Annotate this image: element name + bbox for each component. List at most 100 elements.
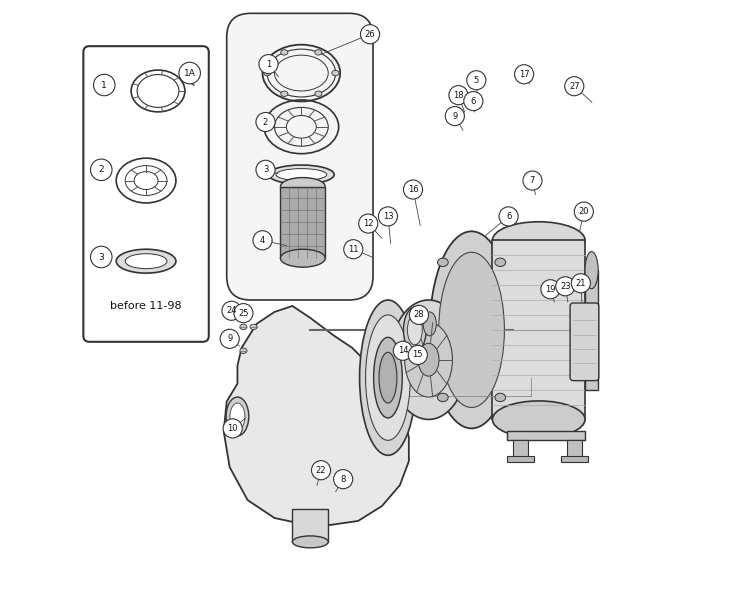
Ellipse shape [117,249,176,273]
Circle shape [311,461,331,480]
Text: 15: 15 [413,350,423,359]
Circle shape [259,55,278,74]
Ellipse shape [230,403,245,430]
Ellipse shape [390,300,468,419]
Text: 4: 4 [260,236,265,245]
Circle shape [404,180,423,199]
Ellipse shape [405,322,453,397]
Text: 18: 18 [453,91,464,100]
Text: 9: 9 [452,112,457,121]
Circle shape [256,112,275,131]
Text: 27: 27 [569,82,580,91]
Circle shape [344,239,363,259]
Text: 17: 17 [519,70,529,79]
Circle shape [90,246,112,268]
Text: 1: 1 [266,59,271,68]
Text: 24: 24 [226,306,237,315]
FancyBboxPatch shape [570,303,599,380]
Circle shape [393,341,412,361]
Ellipse shape [585,251,598,289]
Circle shape [220,329,239,349]
Circle shape [499,207,518,226]
Ellipse shape [429,232,514,428]
Circle shape [565,77,584,96]
Text: 1A: 1A [183,68,196,77]
Bar [508,431,585,440]
Circle shape [449,86,468,105]
Circle shape [556,277,575,296]
Ellipse shape [226,397,249,436]
Bar [514,440,529,458]
FancyBboxPatch shape [83,46,209,342]
Ellipse shape [438,393,448,401]
Circle shape [179,62,201,84]
Ellipse shape [280,50,288,55]
Text: 11: 11 [348,245,359,254]
Ellipse shape [268,165,334,184]
Ellipse shape [374,337,402,418]
Bar [567,440,582,458]
Text: 19: 19 [545,285,556,294]
Text: 1: 1 [102,80,107,89]
Circle shape [93,74,115,96]
Circle shape [572,274,590,293]
Circle shape [334,470,353,489]
Ellipse shape [365,315,411,440]
Ellipse shape [276,169,326,181]
Bar [508,457,534,463]
Circle shape [467,71,486,90]
Ellipse shape [264,70,271,76]
Text: 14: 14 [398,346,408,355]
Circle shape [464,92,483,110]
Ellipse shape [240,324,247,329]
Text: 9: 9 [227,334,232,343]
Text: 5: 5 [474,76,479,85]
Circle shape [359,214,378,233]
Text: 23: 23 [560,282,571,291]
Text: 6: 6 [471,97,476,106]
Text: 12: 12 [363,219,374,228]
Text: 3: 3 [99,253,105,262]
Ellipse shape [332,70,339,76]
Circle shape [90,159,112,181]
Text: 21: 21 [575,279,586,288]
Ellipse shape [280,249,325,267]
Ellipse shape [379,352,397,403]
Circle shape [234,304,253,323]
Bar [561,457,588,463]
Ellipse shape [315,91,322,97]
Bar [280,187,325,258]
Text: 8: 8 [341,475,346,484]
Ellipse shape [418,343,439,376]
Polygon shape [223,306,409,527]
Text: 16: 16 [408,185,418,194]
Text: 26: 26 [365,30,375,39]
Circle shape [378,207,398,226]
Text: 6: 6 [506,212,511,221]
Ellipse shape [359,300,417,455]
Text: 2: 2 [99,166,104,175]
Circle shape [523,171,542,190]
Ellipse shape [404,307,426,352]
Bar [493,240,585,419]
Ellipse shape [250,324,257,329]
Ellipse shape [240,348,247,353]
Text: 10: 10 [227,424,238,433]
Ellipse shape [293,536,328,548]
Ellipse shape [280,178,325,196]
Circle shape [514,65,534,84]
Ellipse shape [495,393,505,401]
Ellipse shape [493,222,585,259]
Circle shape [541,280,560,299]
Circle shape [575,202,593,221]
FancyBboxPatch shape [226,13,373,300]
Ellipse shape [280,91,288,97]
Circle shape [408,346,427,365]
Ellipse shape [423,312,436,336]
Circle shape [256,160,275,179]
Text: 13: 13 [383,212,393,221]
Circle shape [253,231,272,250]
Bar [585,270,598,389]
Circle shape [223,419,242,438]
Ellipse shape [438,252,505,407]
